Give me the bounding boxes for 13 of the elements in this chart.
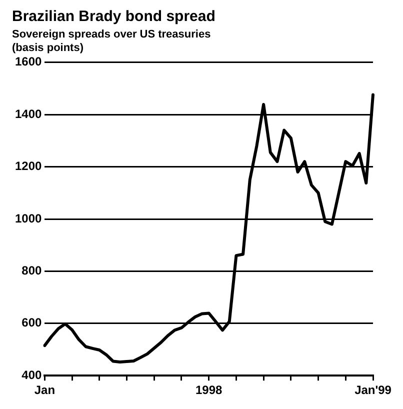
y-tick-label: 600 xyxy=(22,316,42,330)
y-tick-label: 1400 xyxy=(14,106,42,121)
x-tick-label: Jan'99 xyxy=(354,383,392,398)
chart-title: Brazilian Brady bond spread xyxy=(12,8,216,26)
y-tick-label: 1600 xyxy=(14,54,42,69)
chart-subtitle: Sovereign spreads over US treasuries xyxy=(12,28,211,41)
x-tick-label: 1998 xyxy=(195,383,223,398)
y-tick-label: 1200 xyxy=(14,159,42,174)
y-tick-label: 400 xyxy=(22,368,42,382)
y-tick-label: 800 xyxy=(22,264,42,278)
y-tick-label: 1000 xyxy=(14,211,42,226)
y-axis-title: (basis points) xyxy=(12,42,84,54)
x-tick-label: Jan xyxy=(34,383,56,398)
